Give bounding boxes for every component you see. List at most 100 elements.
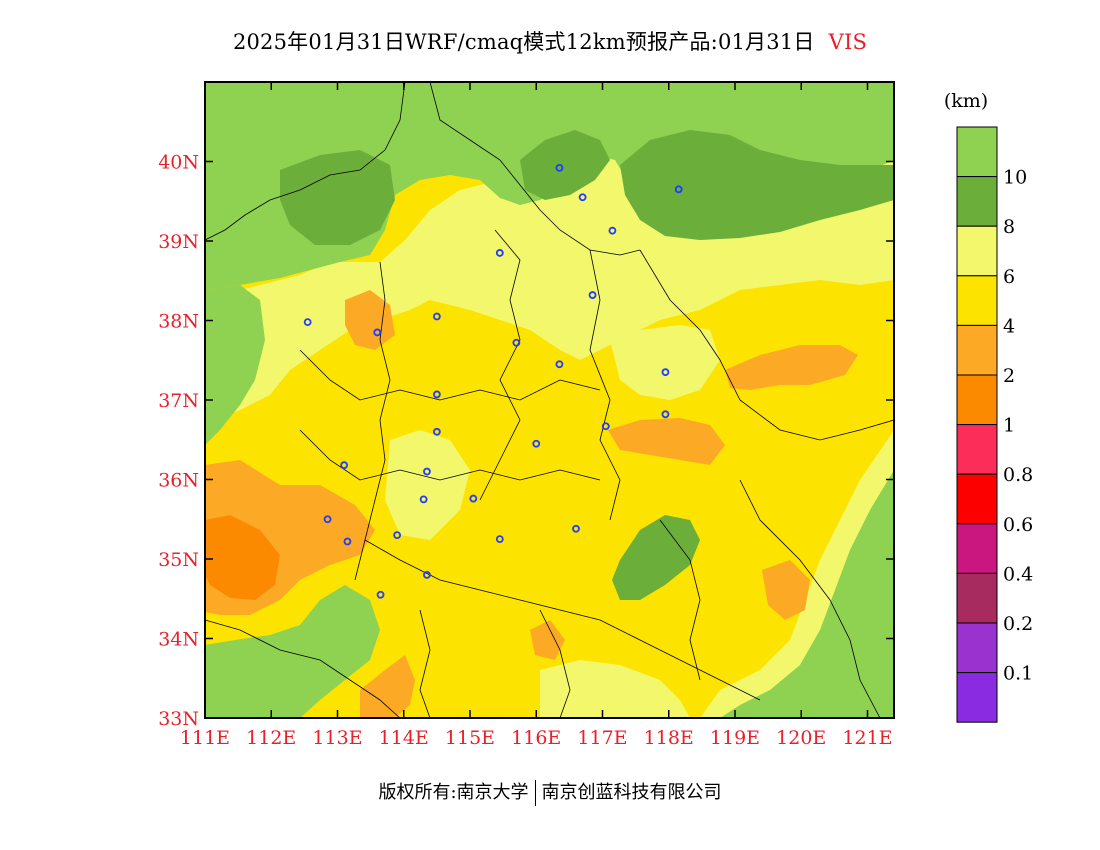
city-marker xyxy=(303,318,312,326)
dark-green-beijing xyxy=(520,130,610,200)
city-marker xyxy=(674,185,683,194)
boundary-line xyxy=(364,539,761,701)
latitude-labels: 33N 34N 35N 36N 37N 38N 39N 40N xyxy=(158,152,199,731)
city-marker xyxy=(432,390,441,399)
city-marker xyxy=(419,495,428,504)
boundary-line xyxy=(589,249,621,521)
legend-swatch xyxy=(956,275,998,326)
legend-swatch xyxy=(956,473,998,525)
city-marker xyxy=(432,312,441,321)
legend-value: 10 xyxy=(1003,167,1027,189)
lon-label: 115E xyxy=(445,727,495,749)
light-yellow-central xyxy=(385,430,470,540)
light-yellow-south xyxy=(540,660,690,718)
lat-label: 39N xyxy=(158,231,199,253)
boundary-line xyxy=(479,229,521,501)
legend-unit: (km) xyxy=(944,90,988,112)
legend-swatch xyxy=(956,225,998,277)
boundary-line xyxy=(419,609,431,718)
legend-value: 0.2 xyxy=(1003,613,1033,635)
dark-green-northeast xyxy=(620,130,894,240)
city-marker xyxy=(373,328,382,337)
lon-label: 117E xyxy=(577,727,627,749)
city-marker xyxy=(608,226,617,235)
lat-label: 33N xyxy=(158,708,199,730)
city-marker xyxy=(376,590,385,599)
city-marker xyxy=(661,410,670,419)
lon-label: 111E xyxy=(180,727,230,749)
boundary-line xyxy=(299,349,601,401)
map-fill-layer xyxy=(205,82,894,718)
city-marker xyxy=(432,427,441,436)
legend-swatch xyxy=(956,523,998,574)
legend-value: 2 xyxy=(1003,365,1015,387)
city-marker xyxy=(578,193,587,202)
lon-label: 121E xyxy=(842,727,892,749)
legend-swatch xyxy=(956,572,998,624)
city-marker xyxy=(588,291,597,299)
boundary-line xyxy=(659,519,701,681)
lon-label: 114E xyxy=(379,727,429,749)
city-marker xyxy=(512,338,521,347)
city-marker xyxy=(555,163,564,172)
footer: 版权所有:南京大学 南京创蓝科技有限公司 xyxy=(0,778,1100,806)
lat-label: 34N xyxy=(158,629,199,651)
legend-swatch xyxy=(956,622,998,674)
city-marker xyxy=(601,422,610,431)
boundary-lines xyxy=(205,82,894,718)
lat-label: 38N xyxy=(158,311,199,333)
city-marker xyxy=(572,524,580,533)
boundary-line xyxy=(299,429,601,481)
city-marker xyxy=(555,360,564,369)
green-east-coast xyxy=(720,470,894,718)
legend-swatch xyxy=(956,176,998,227)
variable-label: VIS xyxy=(828,30,868,54)
boundary-line xyxy=(739,479,881,718)
legend-value: 0.4 xyxy=(1003,563,1033,585)
lat-label: 35N xyxy=(158,549,199,571)
legend-value: 6 xyxy=(1003,266,1015,288)
legend-value: 0.8 xyxy=(1003,464,1033,486)
city-marker xyxy=(469,494,478,503)
copyright-text: 版权所有:南京大学 xyxy=(378,782,529,803)
lon-label: 113E xyxy=(312,727,362,749)
city-markers xyxy=(303,163,683,599)
city-marker xyxy=(340,461,349,470)
orange-jiangsu xyxy=(762,560,810,620)
company-text: 南京创蓝科技有限公司 xyxy=(541,782,722,803)
city-marker xyxy=(495,249,504,257)
axis-ticks xyxy=(204,82,894,719)
legend-value: 8 xyxy=(1003,216,1015,238)
lat-label: 36N xyxy=(158,470,199,492)
legend-labels: 10 8 6 4 2 1 0.8 0.6 0.4 0.2 0.1 xyxy=(1003,167,1033,685)
orange-hubei xyxy=(530,620,565,660)
light-yellow-central-2 xyxy=(610,325,720,400)
city-marker xyxy=(423,467,431,476)
green-southwest xyxy=(205,585,380,718)
legend-value: 4 xyxy=(1003,315,1015,337)
city-marker xyxy=(343,537,352,546)
orange-east xyxy=(725,345,858,390)
footer-separator xyxy=(534,780,536,806)
city-marker xyxy=(323,515,332,524)
longitude-labels: 111E 112E 113E 114E 115E 116E 117E 118E 119E 120E… xyxy=(180,727,893,749)
title-text: 2025年01月31日WRF/cmaq模式12km预报产品:01月31日 xyxy=(232,30,815,54)
lon-label: 119E xyxy=(710,727,760,749)
lon-label: 112E xyxy=(246,727,296,749)
boundary-line xyxy=(639,249,894,441)
orange-south xyxy=(360,655,415,718)
city-marker xyxy=(495,535,504,544)
boundary-line xyxy=(205,82,406,241)
legend-colorbar xyxy=(956,126,998,723)
city-marker xyxy=(661,368,670,377)
green-west-edge xyxy=(205,285,265,445)
dark-green-north-west xyxy=(280,150,395,245)
legend-value: 1 xyxy=(1003,415,1015,437)
deep-orange-southwest xyxy=(205,515,280,600)
lat-label: 40N xyxy=(158,152,199,174)
orange-shandong-center xyxy=(608,418,725,465)
boundary-line xyxy=(539,609,571,718)
boundary-line xyxy=(205,619,401,718)
legend-value: 0.1 xyxy=(1003,663,1033,685)
